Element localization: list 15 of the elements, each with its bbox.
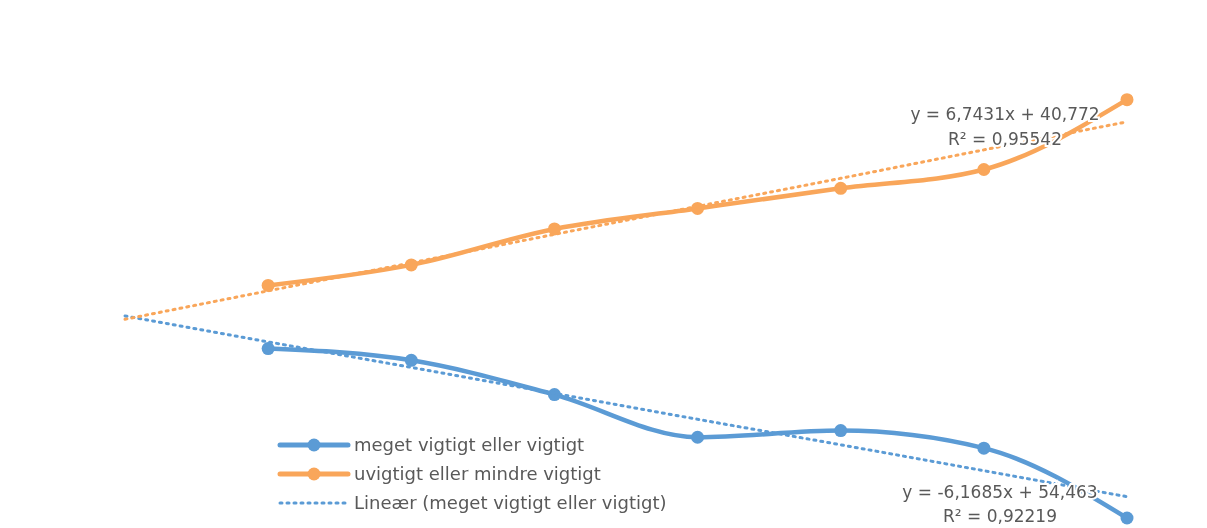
point: [1120, 511, 1134, 525]
point: [261, 278, 275, 292]
annotation: R² = 0,92219: [943, 506, 1057, 526]
point: [977, 441, 991, 455]
legend-label: Lineær (meget vigtigt eller vigtigt): [354, 492, 667, 513]
annotation: y = 6,7431x + 40,772: [910, 104, 1100, 124]
point: [834, 424, 848, 438]
point: [691, 430, 705, 444]
legend-label: uvigtigt eller mindre vigtigt: [354, 463, 601, 484]
point: [977, 163, 991, 177]
point: [404, 353, 418, 367]
point: [261, 342, 275, 356]
legend-label: meget vigtigt eller vigtigt: [354, 434, 585, 455]
point: [1120, 93, 1134, 107]
point: [834, 181, 848, 195]
